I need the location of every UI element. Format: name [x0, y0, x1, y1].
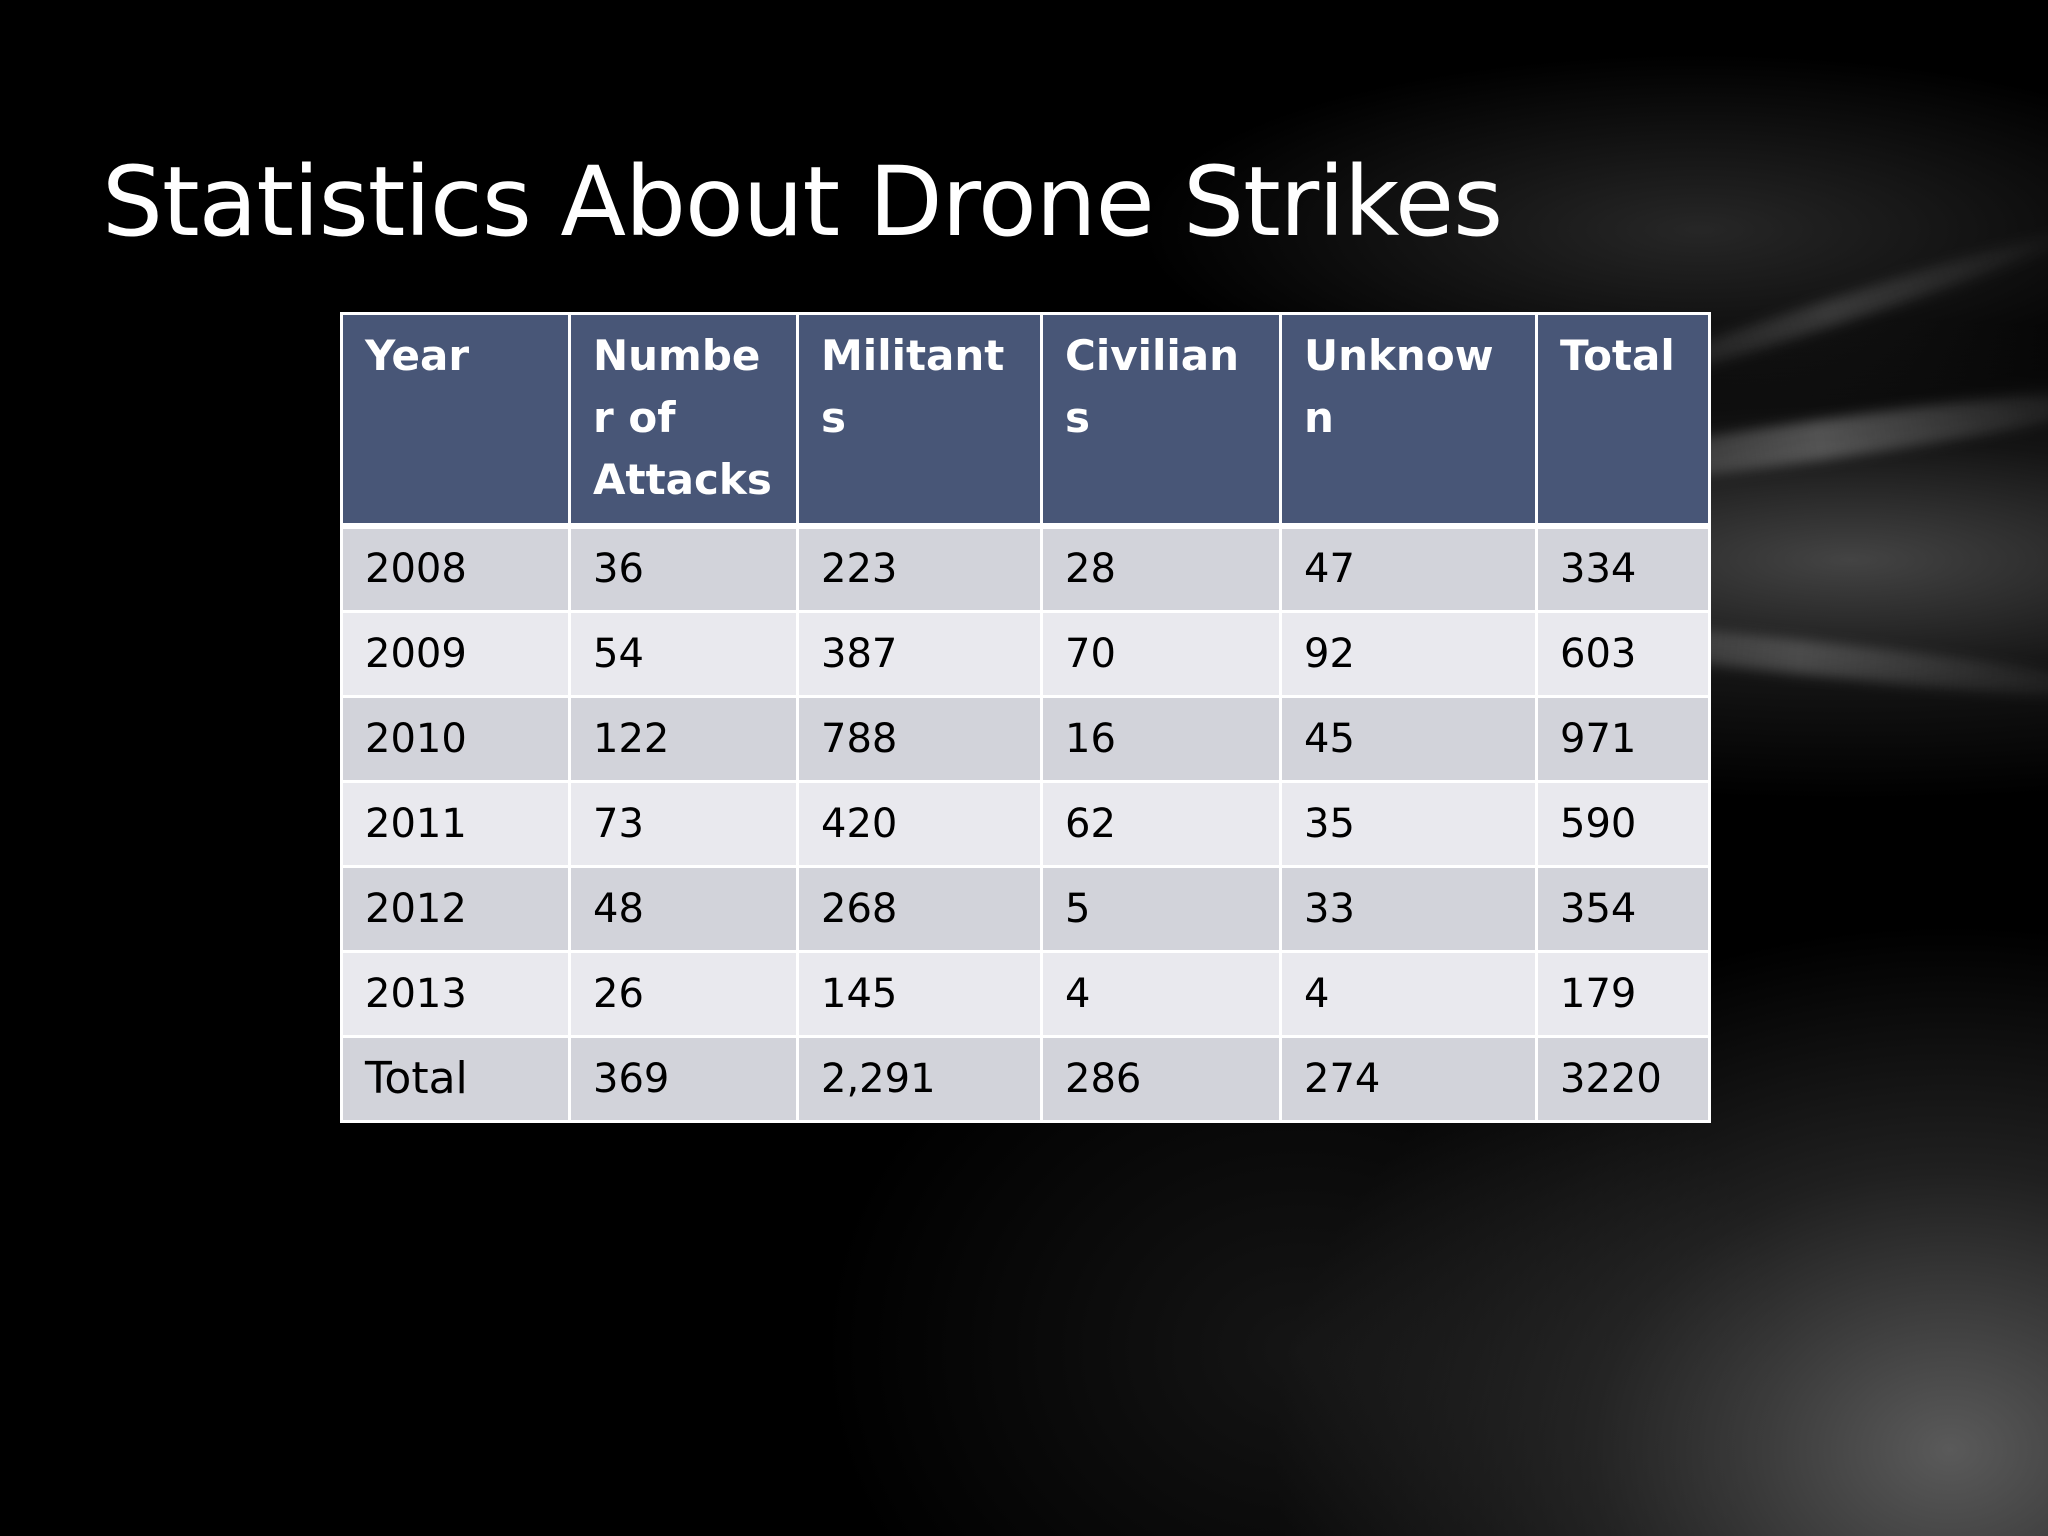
cell-unknown: 35 — [1279, 779, 1538, 868]
header-unknown: Unknown — [1279, 312, 1538, 528]
total-attacks: 369 — [568, 1034, 799, 1123]
header-year: Year — [340, 312, 571, 528]
total-civilians: 286 — [1040, 1034, 1282, 1123]
table-row: 2008 36 223 28 47 334 — [340, 524, 1711, 613]
cell-total: 334 — [1535, 524, 1711, 613]
table-row: 2011 73 420 62 35 590 — [340, 779, 1711, 868]
cell-unknown: 47 — [1279, 524, 1538, 613]
table-row: 2012 48 268 5 33 354 — [340, 864, 1711, 953]
cell-attacks: 36 — [568, 524, 799, 613]
cell-militants: 145 — [796, 949, 1043, 1038]
cell-total: 603 — [1535, 609, 1711, 698]
header-militants: Militants — [796, 312, 1043, 528]
cell-militants: 788 — [796, 694, 1043, 783]
cell-unknown: 45 — [1279, 694, 1538, 783]
cell-attacks: 26 — [568, 949, 799, 1038]
table-row: 2013 26 145 4 4 179 — [340, 949, 1711, 1038]
cell-year: 2013 — [340, 949, 571, 1038]
cell-unknown: 92 — [1279, 609, 1538, 698]
cell-attacks: 48 — [568, 864, 799, 953]
cell-total: 590 — [1535, 779, 1711, 868]
cell-unknown: 4 — [1279, 949, 1538, 1038]
cell-civilians: 62 — [1040, 779, 1282, 868]
cell-year: 2009 — [340, 609, 571, 698]
cell-militants: 420 — [796, 779, 1043, 868]
cell-attacks: 73 — [568, 779, 799, 868]
cell-civilians: 16 — [1040, 694, 1282, 783]
table-header: Year Number of Attacks Militants Civilia… — [340, 312, 1711, 528]
cell-total: 971 — [1535, 694, 1711, 783]
total-label: Total — [340, 1034, 571, 1123]
drone-strike-statistics-table: Year Number of Attacks Militants Civilia… — [340, 312, 1711, 1123]
slide-title: Statistics About Drone Strikes — [102, 146, 1503, 258]
cell-civilians: 70 — [1040, 609, 1282, 698]
cell-year: 2008 — [340, 524, 571, 613]
cell-civilians: 4 — [1040, 949, 1282, 1038]
cell-attacks: 122 — [568, 694, 799, 783]
header-number-of-attacks: Number of Attacks — [568, 312, 799, 528]
cell-militants: 387 — [796, 609, 1043, 698]
cell-civilians: 28 — [1040, 524, 1282, 613]
cell-year: 2011 — [340, 779, 571, 868]
total-row: Total 369 2,291 286 274 3220 — [340, 1034, 1711, 1123]
header-row: Year Number of Attacks Militants Civilia… — [340, 312, 1711, 528]
header-total: Total — [1535, 312, 1711, 528]
cell-year: 2010 — [340, 694, 571, 783]
cell-militants: 223 — [796, 524, 1043, 613]
table-row: 2010 122 788 16 45 971 — [340, 694, 1711, 783]
table-row: 2009 54 387 70 92 603 — [340, 609, 1711, 698]
total-total: 3220 — [1535, 1034, 1711, 1123]
total-militants: 2,291 — [796, 1034, 1043, 1123]
cell-attacks: 54 — [568, 609, 799, 698]
cell-total: 354 — [1535, 864, 1711, 953]
cell-militants: 268 — [796, 864, 1043, 953]
table-body: 2008 36 223 28 47 334 2009 54 387 70 92 … — [340, 524, 1711, 1123]
cell-civilians: 5 — [1040, 864, 1282, 953]
cell-total: 179 — [1535, 949, 1711, 1038]
total-unknown: 274 — [1279, 1034, 1538, 1123]
cell-unknown: 33 — [1279, 864, 1538, 953]
cell-year: 2012 — [340, 864, 571, 953]
header-civilians: Civilians — [1040, 312, 1282, 528]
